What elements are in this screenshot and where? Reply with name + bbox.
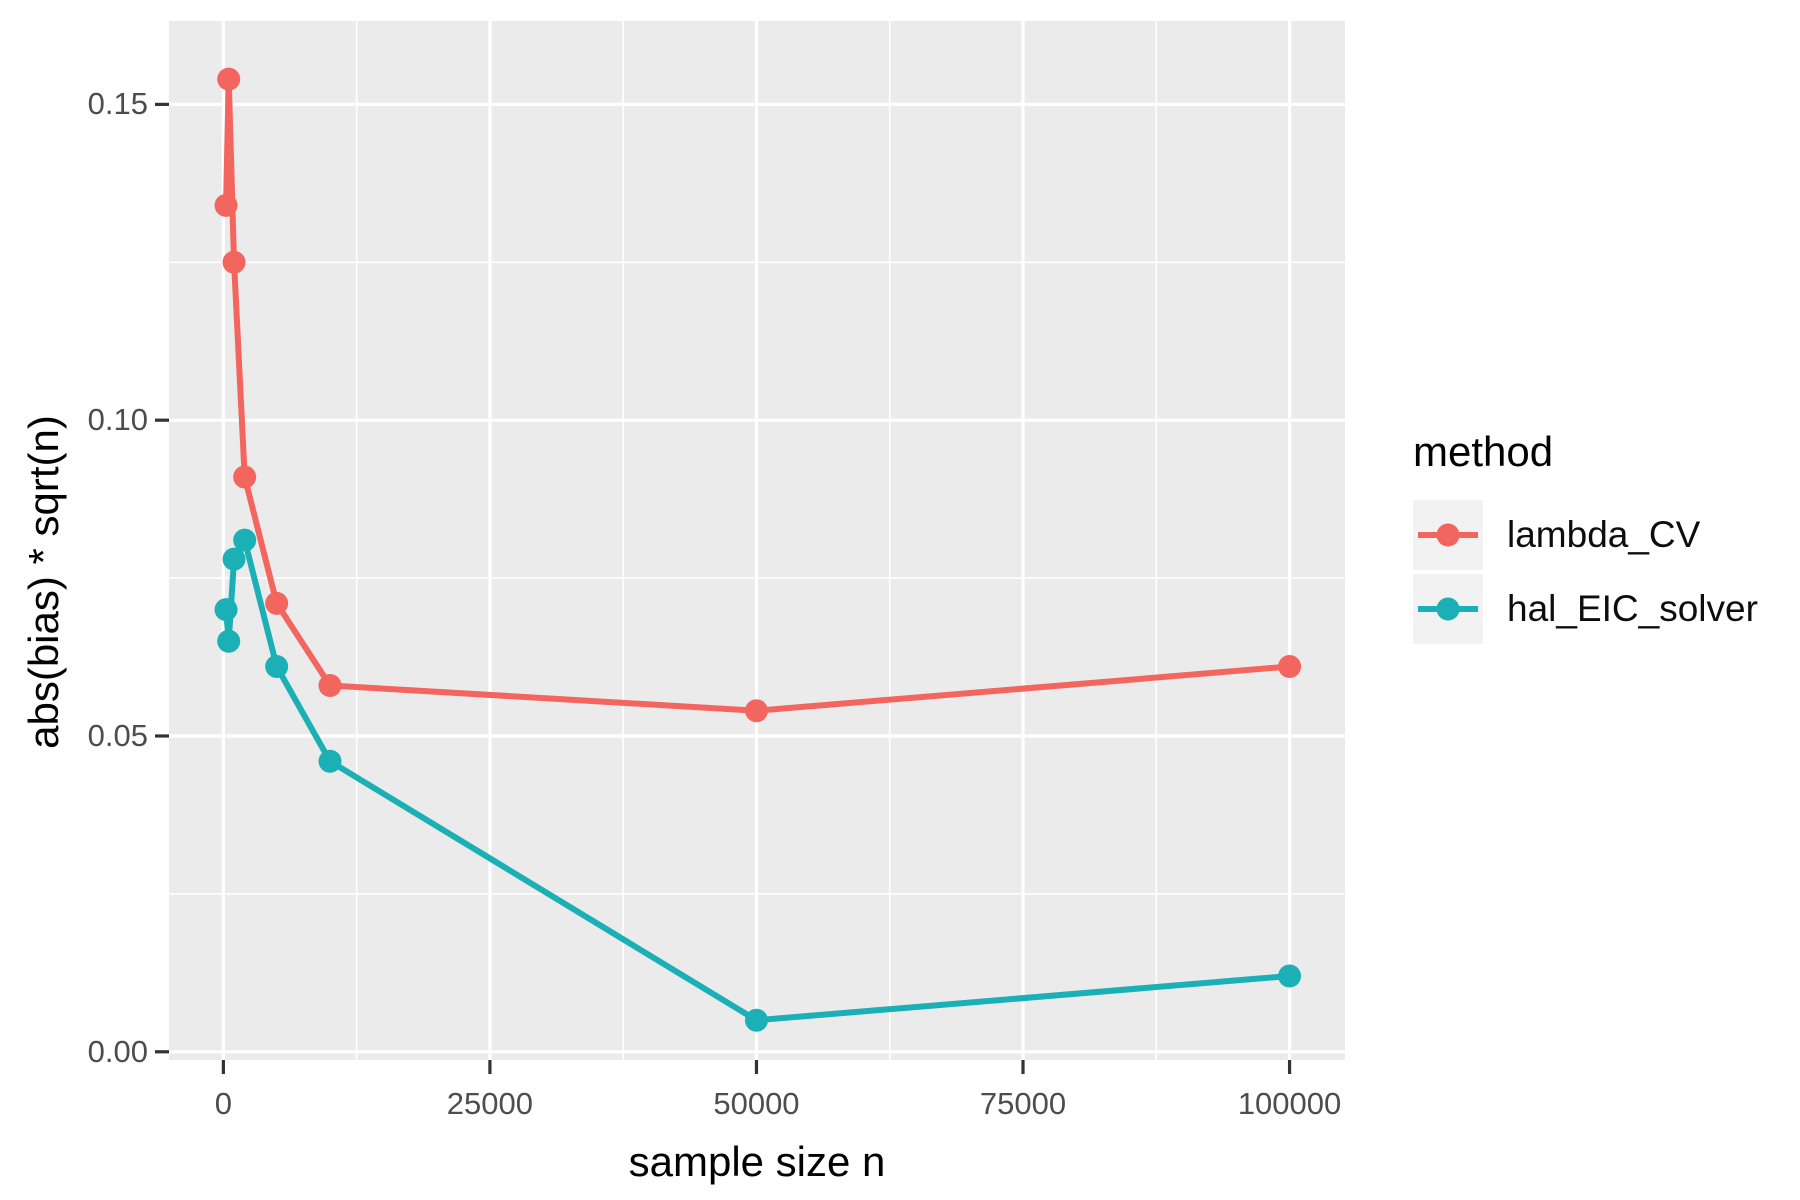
legend-title: method xyxy=(1413,428,1554,475)
data-point-hal_EIC_solver xyxy=(233,528,257,552)
data-point-lambda_CV xyxy=(744,699,768,723)
data-point-lambda_CV xyxy=(214,193,238,217)
y-axis-title: abs(bias) * sqrt(n) xyxy=(20,415,67,749)
y-tick-label: 0.10 xyxy=(87,402,148,438)
data-point-lambda_CV xyxy=(233,465,257,489)
legend: method lambda_CV hal_EIC_solver xyxy=(1413,428,1758,648)
data-point-lambda_CV xyxy=(265,591,289,615)
legend-key-hal-eic-solver xyxy=(1413,574,1483,644)
x-tick-label: 25000 xyxy=(446,1086,534,1121)
y-tick-label: 0.05 xyxy=(87,717,148,753)
legend-key-lambda-cv xyxy=(1413,500,1483,570)
data-point-lambda_CV xyxy=(318,673,342,697)
data-point-lambda_CV xyxy=(217,67,241,91)
x-tick-label: 50000 xyxy=(713,1086,800,1121)
y-tick-label: 0.00 xyxy=(87,1033,148,1069)
data-point-hal_EIC_solver xyxy=(265,655,289,679)
data-point-hal_EIC_solver xyxy=(744,1008,768,1032)
data-point-hal_EIC_solver xyxy=(217,629,241,653)
data-point-lambda_CV xyxy=(1278,655,1302,679)
x-tick-label: 0 xyxy=(214,1086,232,1121)
series-line-hal_EIC_solver xyxy=(223,537,1293,1024)
legend-item-label: hal_EIC_solver xyxy=(1507,588,1758,629)
legend-item-label: lambda_CV xyxy=(1507,514,1701,555)
x-tick-label: 100000 xyxy=(1237,1086,1342,1121)
data-point-hal_EIC_solver xyxy=(318,749,342,773)
y-tick-label: 0.15 xyxy=(87,86,148,122)
data-point-hal_EIC_solver xyxy=(214,598,238,622)
data-point-hal_EIC_solver xyxy=(222,547,246,571)
x-axis-title: sample size n xyxy=(628,1138,886,1185)
legend-item-lambda-cv: lambda_CV xyxy=(1413,500,1758,570)
data-point-lambda_CV xyxy=(222,250,246,274)
legend-glyph-line-dot-icon xyxy=(1418,597,1478,621)
x-tick-label: 75000 xyxy=(979,1086,1067,1121)
legend-item-hal-eic-solver: hal_EIC_solver xyxy=(1413,574,1758,644)
legend-glyph-line-dot-icon xyxy=(1418,523,1478,547)
data-point-hal_EIC_solver xyxy=(1278,964,1302,988)
series-line-lambda_CV xyxy=(223,76,1293,714)
